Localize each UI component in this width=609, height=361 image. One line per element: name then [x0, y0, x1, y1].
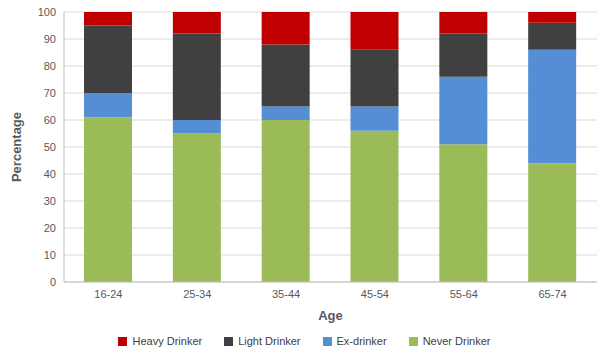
svg-text:70: 70 [44, 87, 56, 99]
svg-text:40: 40 [44, 168, 56, 180]
html-text:Never Drinker: Never Drinker [422, 335, 491, 347]
svg-text:10: 10 [44, 249, 56, 261]
svg-text:30: 30 [44, 195, 56, 207]
svg-text:35-44: 35-44 [272, 288, 300, 300]
svg-text:80: 80 [44, 60, 56, 72]
svg-text:0: 0 [50, 276, 56, 288]
html-text:Heavy Drinker: Heavy Drinker [132, 335, 203, 347]
svg-text:45-54: 45-54 [361, 288, 389, 300]
svg-text:60: 60 [44, 114, 56, 126]
svg-text:25-34: 25-34 [183, 288, 211, 300]
svg-text:65-74: 65-74 [539, 288, 567, 300]
svg-text:90: 90 [44, 33, 56, 45]
svg-text:55-64: 55-64 [450, 288, 478, 300]
html-text:Ex-drinker: Ex-drinker [336, 335, 387, 347]
svg-text:100: 100 [38, 6, 56, 18]
svg-text:Percentage: Percentage [9, 112, 24, 182]
html-text:Light Drinker: Light Drinker [238, 335, 301, 347]
svg-text:Age: Age [318, 308, 343, 323]
svg-text:20: 20 [44, 222, 56, 234]
svg-text:50: 50 [44, 141, 56, 153]
svg-text:16-24: 16-24 [94, 288, 122, 300]
